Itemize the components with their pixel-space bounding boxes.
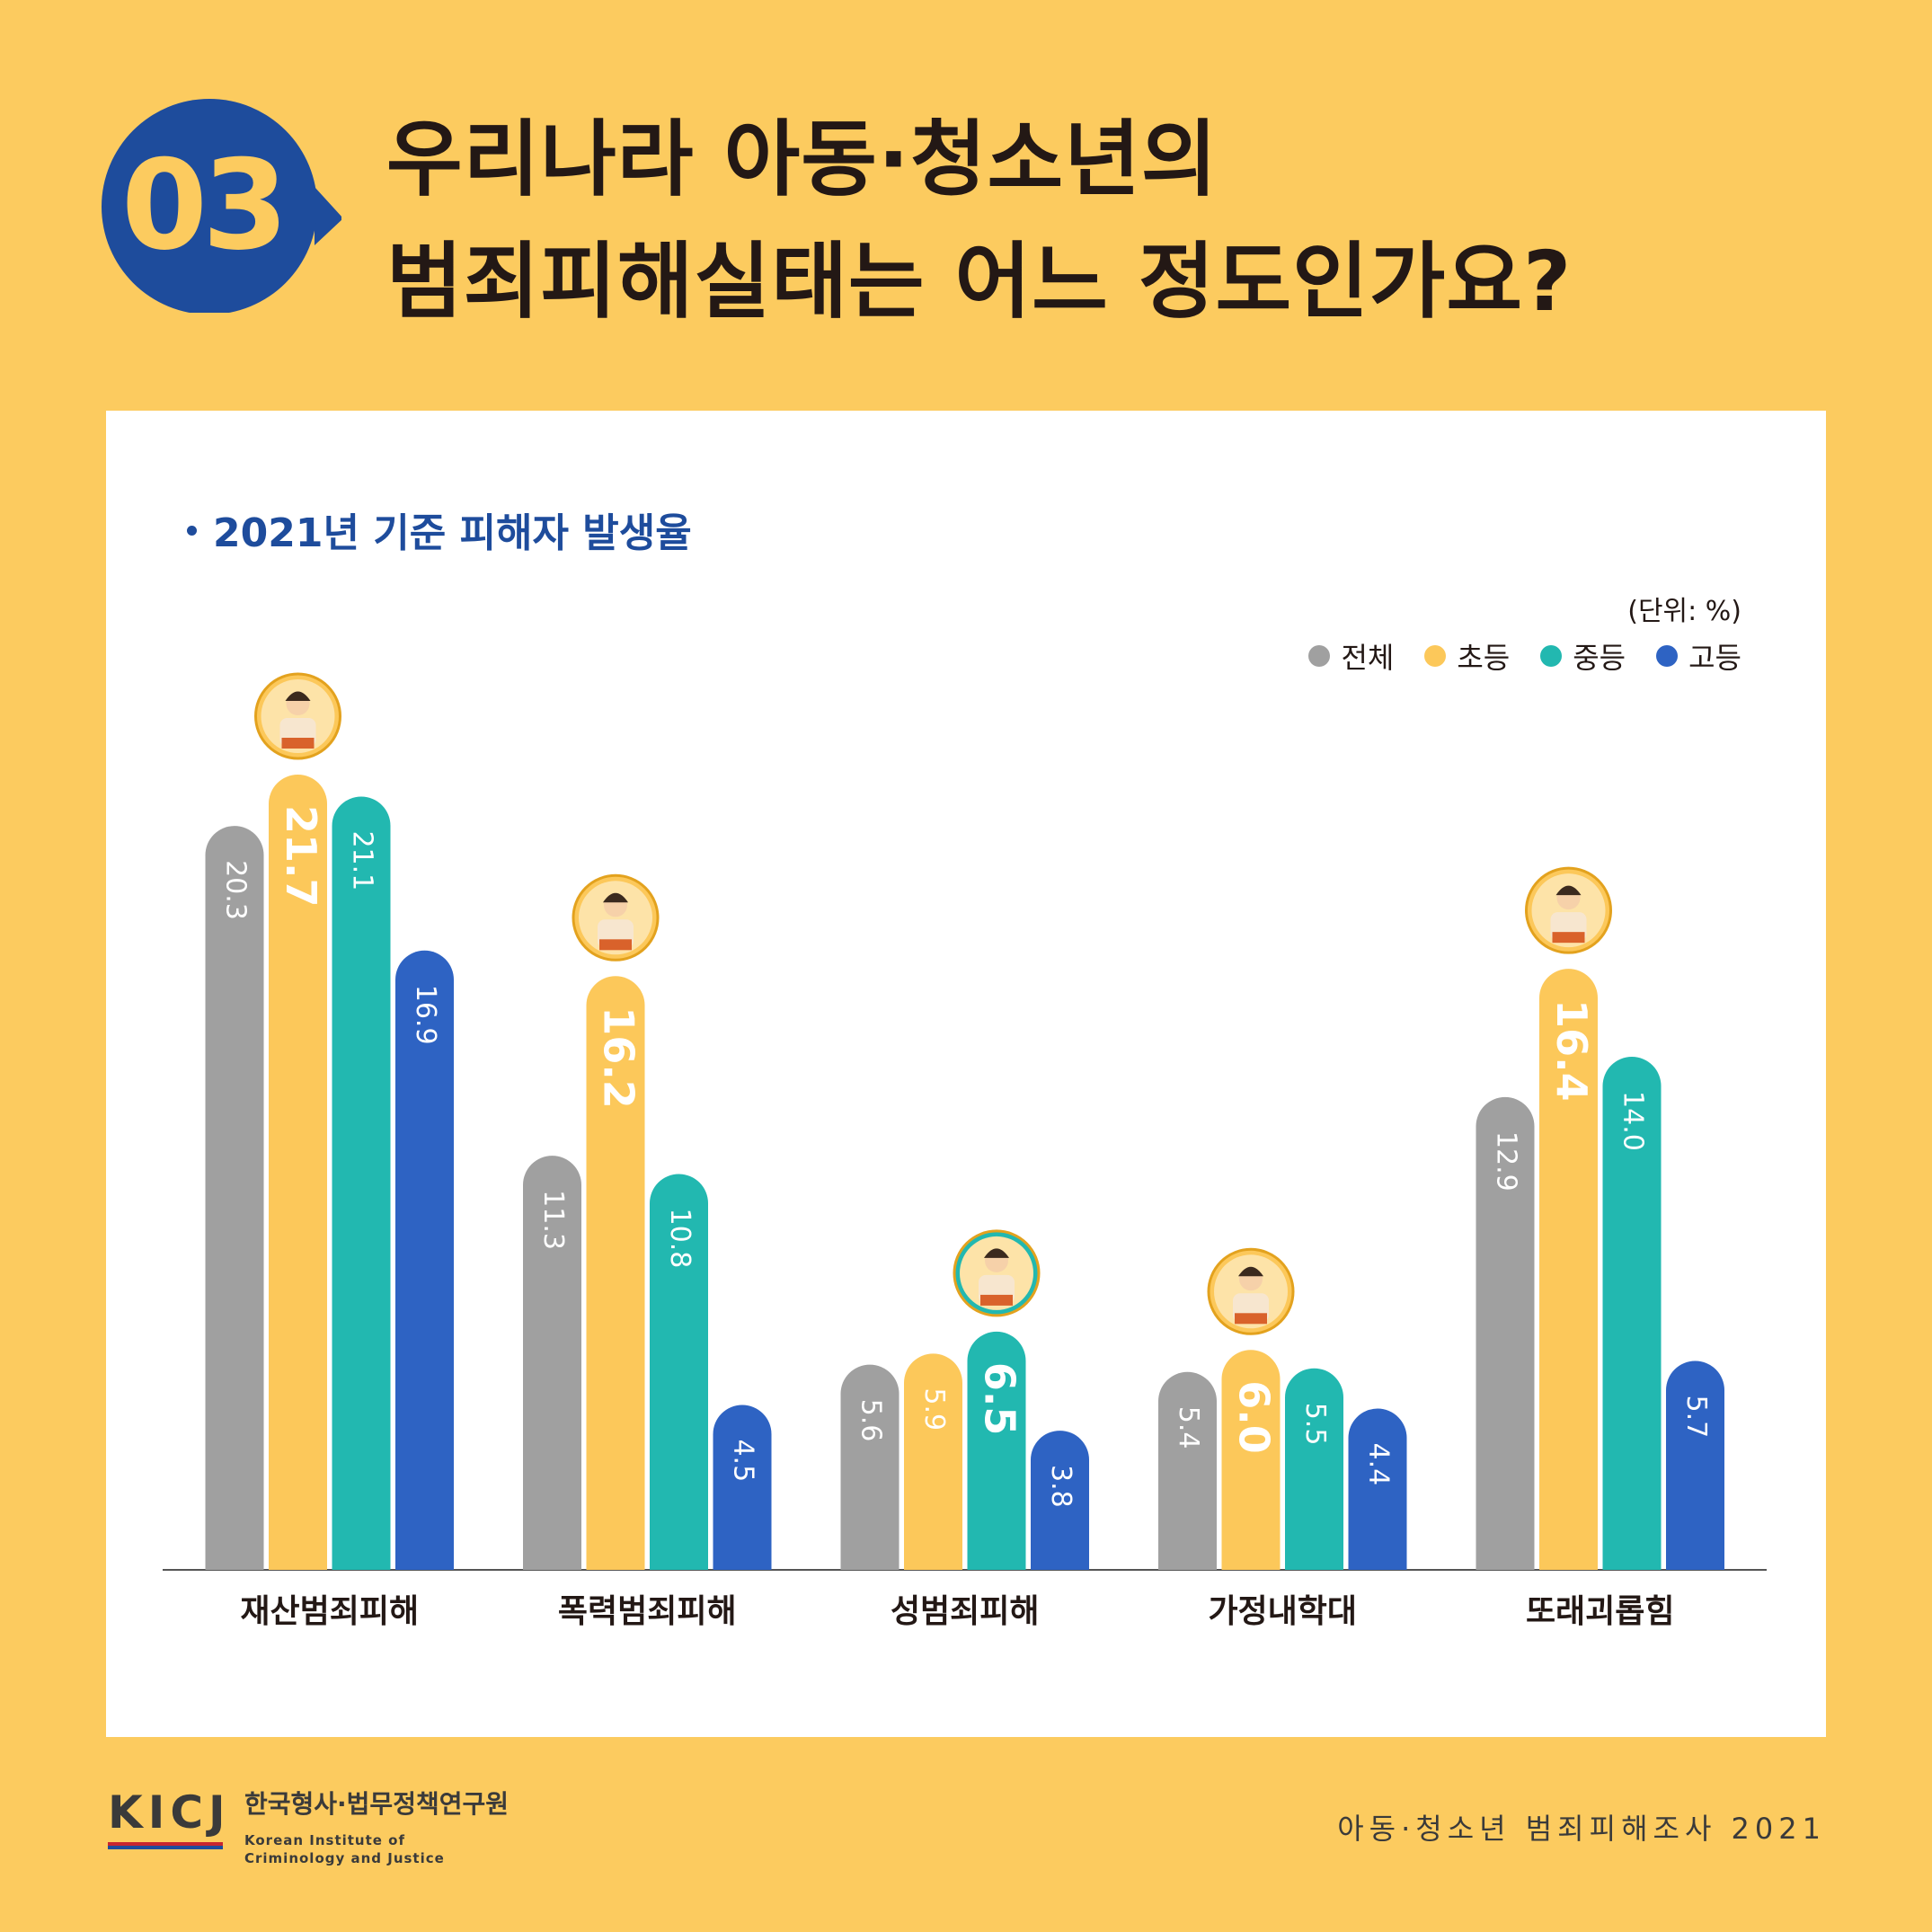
kicj-logo: KICJ 한국형사·법무정책연구원 Korean Institute of Cr… — [108, 1786, 509, 1866]
bar-재산범죄피해-초등 — [269, 775, 327, 1570]
legend-item-고등: 고등 — [1656, 635, 1741, 677]
bar-또래괴롭힘-전체 — [1476, 1096, 1535, 1570]
avatar-inner — [960, 1236, 1033, 1310]
bar-또래괴롭힘-고등 — [1666, 1360, 1724, 1570]
avatar-inner — [1214, 1254, 1288, 1329]
student-avatar-icon — [254, 672, 341, 760]
avatar-hair — [285, 691, 311, 701]
bar-성범죄피해-중등 — [967, 1331, 1026, 1570]
bar-value-label: 5.4 — [1173, 1406, 1204, 1449]
category-label-성범죄피해: 성범죄피해 — [891, 1593, 1040, 1630]
org-name-english-line-1: Korean Institute of — [244, 1832, 406, 1848]
legend-swatch — [1656, 645, 1679, 667]
bar-재산범죄피해-전체 — [205, 826, 264, 1570]
bar-폭력범죄피해-고등 — [713, 1405, 772, 1570]
bar-성범죄피해-전체 — [840, 1364, 900, 1570]
org-name-korean: 한국형사·법무정책연구원 — [244, 1789, 509, 1819]
logo-mark: KICJ — [108, 1786, 231, 1839]
org-name-english-line-2: Criminology and Justice — [244, 1850, 445, 1866]
bar-또래괴롭힘-초등 — [1539, 969, 1598, 1570]
avatar-hair — [984, 1248, 1009, 1258]
bar-폭력범죄피해-전체 — [523, 1156, 581, 1570]
chart-subtitle: 2021년 기준 피해자 발생율 — [187, 501, 692, 558]
bar-value-label: 5.7 — [1680, 1396, 1712, 1439]
bar-value-label: 16.2 — [595, 1006, 643, 1109]
bar-value-label: 20.3 — [219, 860, 251, 920]
bar-재산범죄피해-고등 — [395, 950, 454, 1570]
bar-value-label: 16.4 — [1547, 999, 1596, 1102]
category-label-폭력범죄피해: 폭력범죄피해 — [558, 1593, 737, 1630]
logo-text: 한국형사·법무정책연구원 Korean Institute of Crimino… — [244, 1785, 509, 1867]
bar-value-label: 21.7 — [277, 805, 325, 908]
page-title-line-2: 범죄피해실태는 어느 정도인가요? — [386, 234, 1573, 330]
avatar-inner — [261, 679, 335, 753]
bar-성범죄피해-초등 — [904, 1353, 962, 1570]
chart-legend: 전체 초등 중등 고등 — [1308, 635, 1741, 677]
avatar-inner — [1531, 873, 1606, 948]
avatar-pants — [1235, 1313, 1267, 1325]
legend-item-전체: 전체 — [1308, 635, 1394, 677]
bar-성범죄피해-고등 — [1031, 1431, 1089, 1570]
page-title: 우리나라 아동·청소년의 범죄피해실태는 어느 정도인가요? — [386, 99, 1572, 343]
legend-label: 전체 — [1341, 641, 1395, 675]
badge-pointer — [315, 187, 341, 245]
bullet-icon — [187, 525, 197, 536]
bar-폭력범죄피해-초등 — [586, 976, 645, 1570]
legend-swatch — [1308, 645, 1331, 667]
question-number-badge: 03 — [102, 99, 341, 313]
bar-폭력범죄피해-중등 — [650, 1174, 708, 1570]
legend-label: 초등 — [1457, 641, 1511, 675]
bar-value-label: 5.5 — [1299, 1403, 1331, 1446]
bar-value-label: 11.3 — [537, 1190, 569, 1250]
category-label-재산범죄피해: 재산범죄피해 — [240, 1593, 419, 1630]
bar-value-label: 14.0 — [1617, 1091, 1649, 1151]
bar-value-label: 4.5 — [728, 1439, 759, 1482]
bar-value-label: 21.1 — [347, 830, 378, 891]
bar-value-label: 3.8 — [1045, 1465, 1077, 1508]
legend-swatch — [1540, 645, 1563, 667]
avatar-pants — [1552, 932, 1585, 944]
student-avatar-icon — [953, 1229, 1041, 1317]
avatar-pants — [599, 939, 632, 951]
legend-item-초등: 초등 — [1424, 635, 1510, 677]
bar-가정내학대-중등 — [1285, 1368, 1343, 1570]
bar-value-label: 12.9 — [1491, 1131, 1522, 1192]
legend-label: 중등 — [1573, 641, 1626, 675]
category-label-또래괴롭힘: 또래괴롭힘 — [1526, 1593, 1675, 1630]
bar-value-label: 6.5 — [976, 1362, 1024, 1436]
bar-value-label: 6.0 — [1230, 1380, 1279, 1454]
bar-또래괴롭힘-중등 — [1602, 1057, 1662, 1570]
avatar-pants — [980, 1294, 1013, 1306]
bar-가정내학대-전체 — [1158, 1371, 1217, 1570]
student-avatar-icon — [572, 873, 660, 962]
bar-가정내학대-고등 — [1348, 1408, 1407, 1570]
logo-underline — [108, 1842, 223, 1849]
survey-name: 아동·청소년 범죄피해조사 2021 — [1337, 1812, 1826, 1846]
avatar-hair — [603, 892, 628, 903]
page-title-line-1: 우리나라 아동·청소년의 — [386, 111, 1219, 208]
bar-value-label: 16.9 — [410, 985, 441, 1045]
bar-value-label: 10.8 — [664, 1209, 696, 1269]
student-avatar-icon — [1207, 1247, 1295, 1335]
bar-재산범죄피해-중등 — [332, 796, 391, 1570]
badge-number: 03 — [121, 133, 283, 278]
bar-가정내학대-초등 — [1221, 1350, 1281, 1570]
legend-label: 고등 — [1688, 641, 1741, 675]
legend-swatch — [1424, 645, 1447, 667]
avatar-pants — [281, 738, 315, 749]
bar-chart: 20.3 21.7 21.1 16.9 재산범죄피해 11.3 16.2 10.8 4.5 폭력범… — [163, 672, 1767, 1630]
avatar-hair — [1555, 885, 1582, 896]
avatar-hair — [1238, 1266, 1263, 1277]
category-label-가정내학대: 가정내학대 — [1208, 1593, 1357, 1630]
bar-value-label: 4.4 — [1363, 1443, 1395, 1486]
bar-value-label: 5.6 — [855, 1399, 887, 1442]
chart-panel: 20.3 21.7 21.1 16.9 재산범죄피해 11.3 16.2 10.8 4.5 폭력범… — [106, 411, 1826, 1737]
student-avatar-icon — [1525, 866, 1612, 954]
badge-circle — [102, 99, 317, 313]
unit-label: (단위: %) — [1627, 596, 1741, 627]
legend-item-중등: 중등 — [1540, 635, 1626, 677]
avatar-inner — [579, 881, 652, 955]
chart-subtitle-text: 2021년 기준 피해자 발생율 — [213, 510, 692, 556]
bar-value-label: 5.9 — [918, 1387, 950, 1431]
